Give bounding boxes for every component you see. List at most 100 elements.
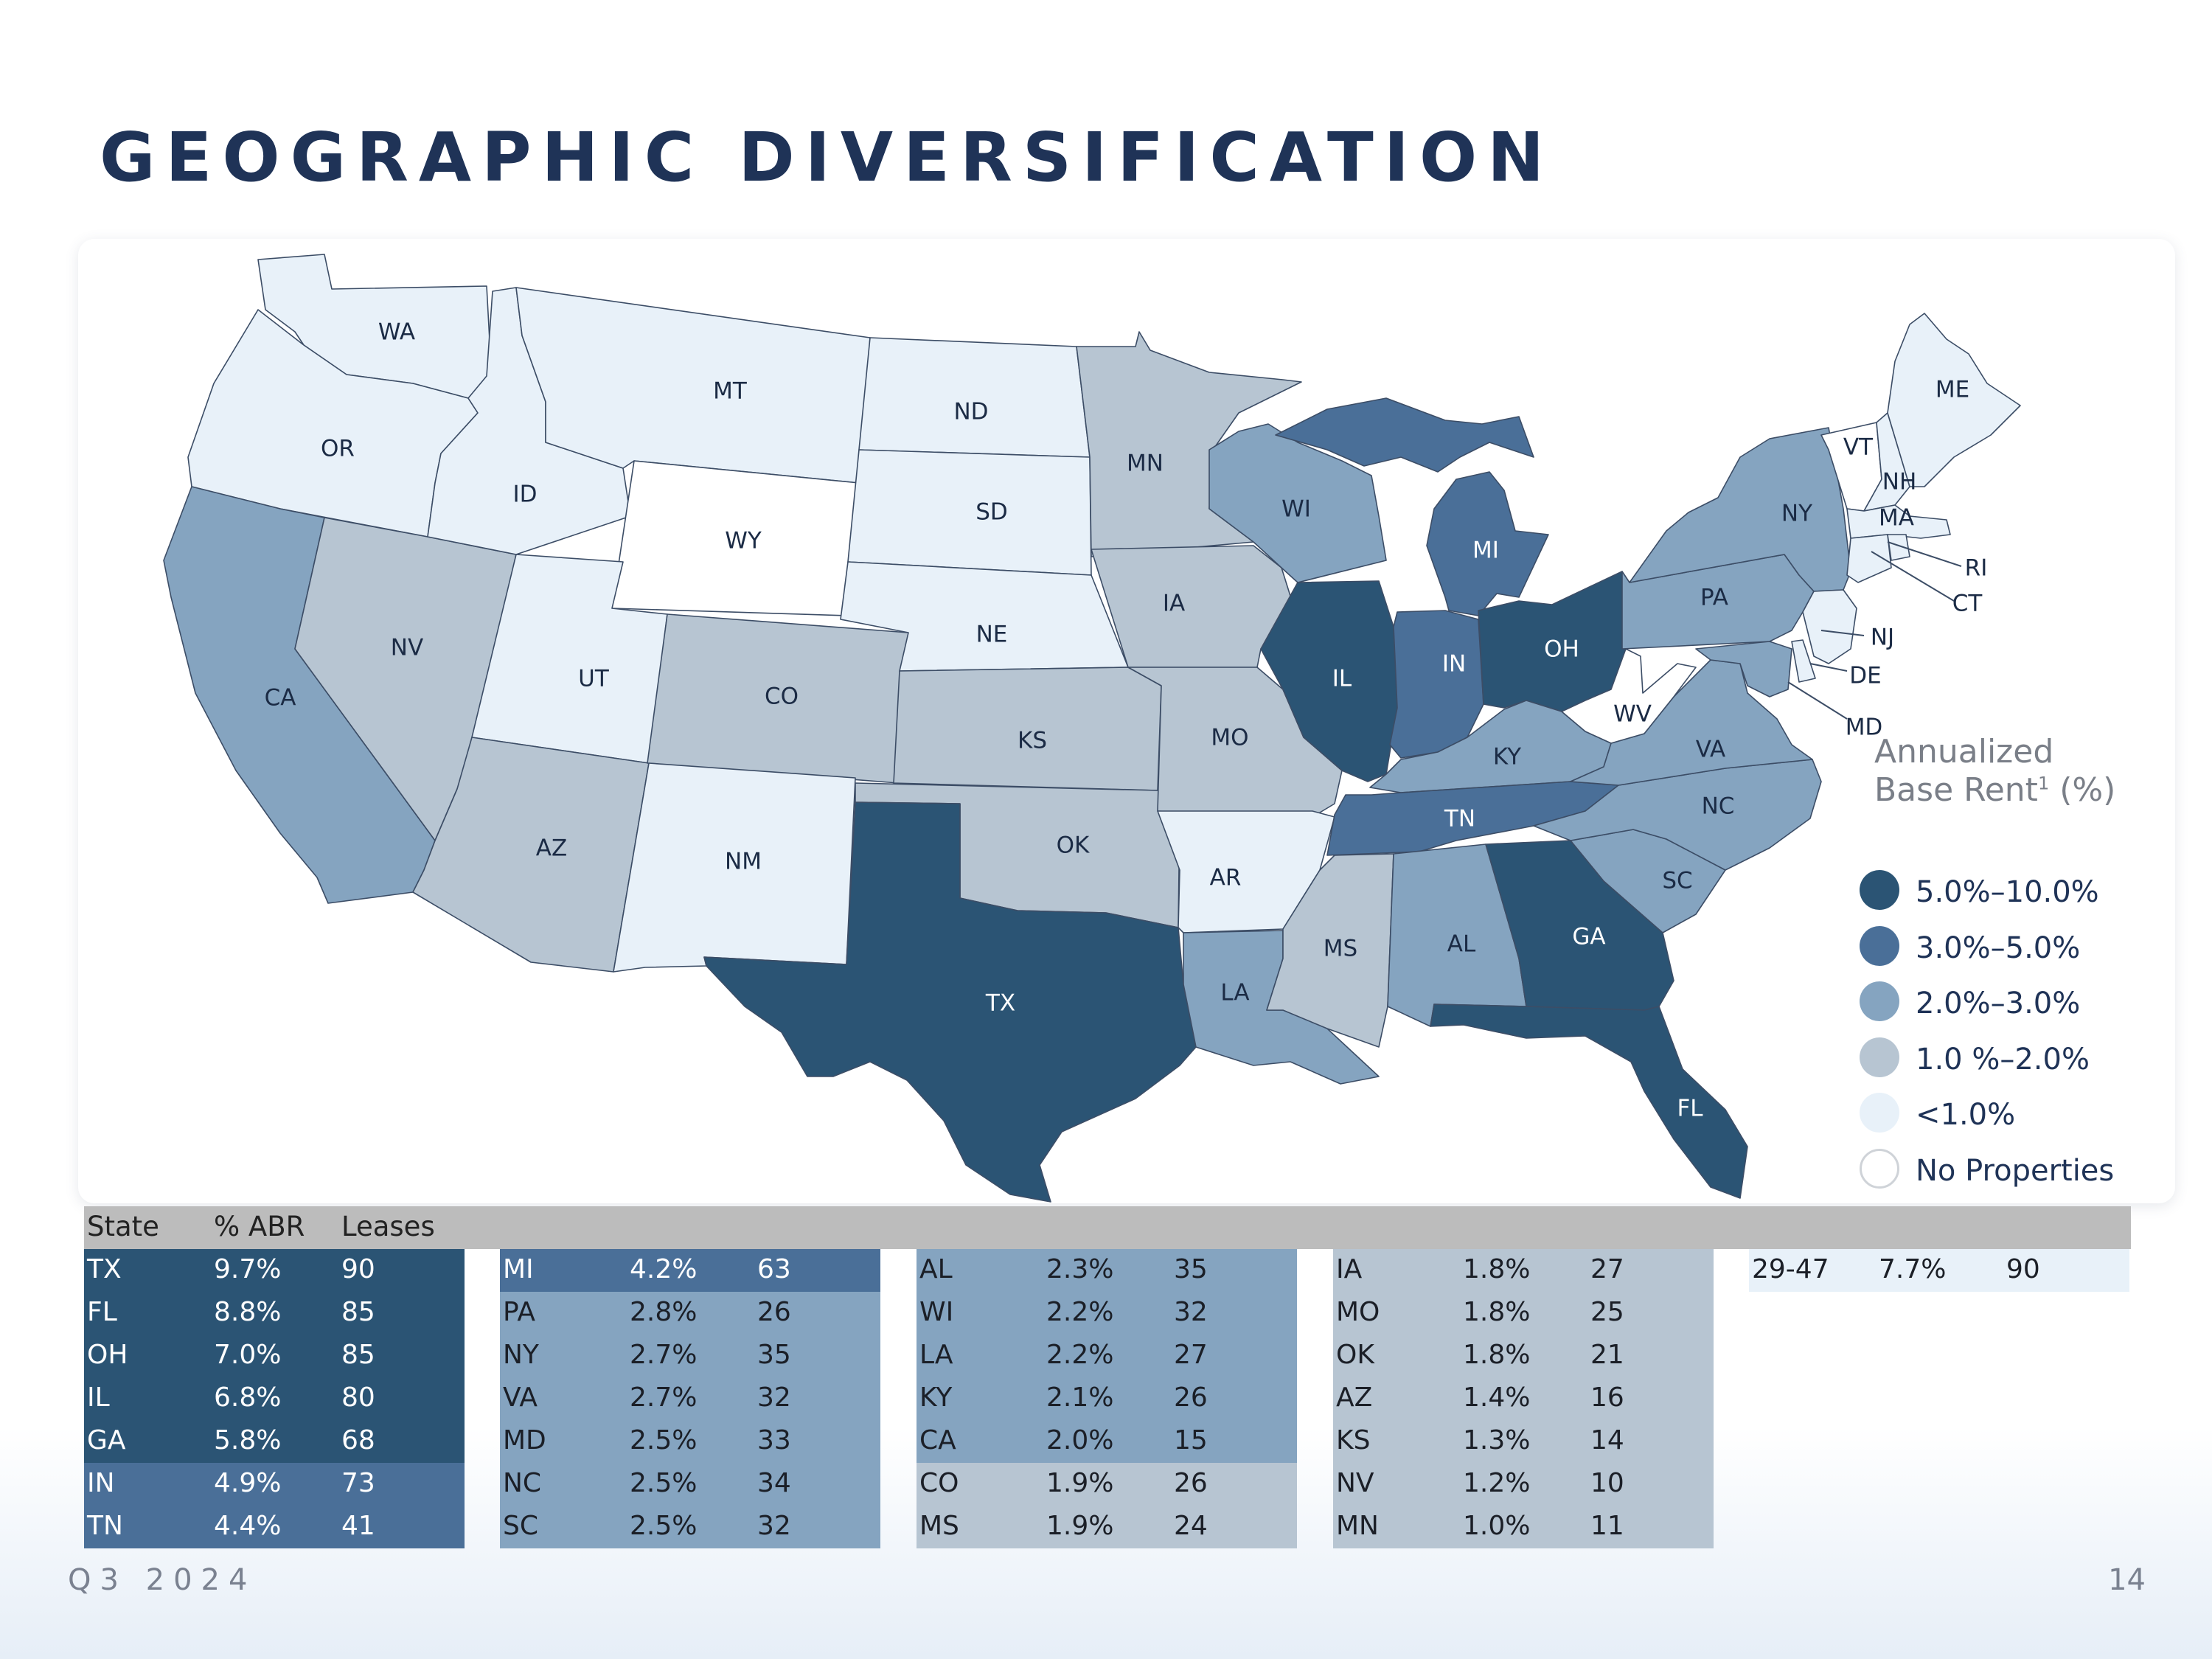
state-mo[interactable]	[1127, 667, 1343, 818]
cell-leases: 32	[757, 1382, 791, 1413]
cell-leases: 85	[341, 1340, 375, 1370]
table-row: MI 4.2% 63	[500, 1249, 880, 1292]
table-column-block: MI 4.2% 63 PA 2.8% 26 NY 2.7% 35 VA 2.7% 32 MD 2.5% 33…	[500, 1249, 880, 1548]
cell-abr: 2.5%	[630, 1425, 698, 1455]
cell-leases: 35	[1174, 1254, 1208, 1284]
cell-leases: 14	[1590, 1425, 1624, 1455]
cell-abr: 1.8%	[1463, 1254, 1531, 1284]
cell-abr: 2.3%	[1046, 1254, 1114, 1284]
cell-leases: 21	[1590, 1340, 1624, 1370]
state-ks[interactable]	[893, 667, 1162, 791]
legend-item: 2.0%–3.0%	[1860, 980, 2184, 1024]
cell-abr: 9.7%	[214, 1254, 282, 1284]
legend-title-line1: Annualized	[1874, 733, 2054, 771]
cell-abr: 1.9%	[1046, 1468, 1114, 1498]
cell-state: 29-47	[1752, 1254, 1829, 1284]
cell-abr: 2.5%	[630, 1511, 698, 1541]
table-row: MO 1.8% 25	[1333, 1292, 1714, 1335]
cell-leases: 33	[757, 1425, 791, 1455]
cell-state: MS	[919, 1511, 959, 1541]
state-il[interactable]	[1260, 580, 1398, 782]
header-abr: % ABR	[214, 1211, 305, 1242]
table-column-block: 29-47 7.7% 90	[1749, 1249, 2129, 1292]
cell-state: KY	[919, 1382, 953, 1413]
legend-title-footnote: 1	[2037, 773, 2050, 794]
cell-abr: 4.4%	[214, 1511, 282, 1541]
cell-leases: 10	[1590, 1468, 1624, 1498]
table-column-block: TX 9.7% 90 FL 8.8% 85 OH 7.0% 85 IL 6.8% 80 GA 5.8% 68…	[84, 1249, 465, 1548]
cell-state: AL	[919, 1254, 953, 1284]
state-nm[interactable]	[613, 762, 856, 973]
state-nd[interactable]	[858, 337, 1091, 458]
legend-item: No Properties	[1860, 1147, 2184, 1192]
state-wy[interactable]	[611, 460, 860, 616]
state-sd[interactable]	[847, 449, 1092, 576]
table-row: SC 2.5% 32	[500, 1506, 880, 1548]
legend-swatch	[1860, 1037, 1899, 1077]
state-me[interactable]	[1887, 313, 2021, 487]
footer-period: Q3 2024	[68, 1563, 257, 1597]
table-row: IL 6.8% 80	[84, 1377, 465, 1420]
legend-item: 1.0 %–2.0%	[1860, 1036, 2184, 1080]
table-row: TN 4.4% 41	[84, 1506, 465, 1548]
cell-leases: 73	[341, 1468, 375, 1498]
cell-leases: 26	[1174, 1468, 1208, 1498]
cell-state: NC	[503, 1468, 542, 1498]
cell-leases: 27	[1174, 1340, 1208, 1370]
state-wv[interactable]	[1561, 648, 1697, 744]
state-co[interactable]	[647, 613, 909, 784]
table-row: AL 2.3% 35	[917, 1249, 1297, 1292]
state-de[interactable]	[1791, 639, 1816, 683]
cell-abr: 1.2%	[1463, 1468, 1531, 1498]
cell-state: TX	[87, 1254, 122, 1284]
state-ri[interactable]	[1887, 534, 1910, 561]
legend-title-line2: Base Rent	[1874, 771, 2038, 809]
cell-state: PA	[503, 1297, 536, 1327]
table-row: OK 1.8% 21	[1333, 1335, 1714, 1377]
cell-abr: 2.0%	[1046, 1425, 1114, 1455]
cell-state: CA	[919, 1425, 956, 1455]
cell-abr: 1.9%	[1046, 1511, 1114, 1541]
table-row: KY 2.1% 26	[917, 1377, 1297, 1420]
state-wi[interactable]	[1208, 423, 1387, 583]
table-row: GA 5.8% 68	[84, 1420, 465, 1463]
legend-item: 3.0%–5.0%	[1860, 925, 2184, 969]
legend-swatch	[1860, 1148, 1899, 1189]
cell-state: MO	[1336, 1297, 1380, 1327]
cell-leases: 90	[341, 1254, 375, 1284]
legend-swatch	[1860, 981, 1899, 1021]
page-number: 14	[2108, 1563, 2146, 1597]
cell-abr: 4.2%	[630, 1254, 698, 1284]
cell-abr: 1.4%	[1463, 1382, 1531, 1413]
cell-state: MI	[503, 1254, 534, 1284]
cell-leases: 26	[757, 1297, 791, 1327]
state-tx[interactable]	[703, 801, 1197, 1203]
table-row: IA 1.8% 27	[1333, 1249, 1714, 1292]
table-row: FL 8.8% 85	[84, 1292, 465, 1335]
table-row: IN 4.9% 73	[84, 1463, 465, 1506]
cell-abr: 6.8%	[214, 1382, 282, 1413]
cell-abr: 7.7%	[1879, 1254, 1947, 1284]
legend-title: Annualized Base Rent1 (%)	[1874, 733, 2115, 810]
table-column-block: IA 1.8% 27 MO 1.8% 25 OK 1.8% 21 AZ 1.4% 16 KS 1.3% 14…	[1333, 1249, 1714, 1548]
cell-state: IL	[87, 1382, 110, 1413]
cell-leases: 85	[341, 1297, 375, 1327]
state-fl[interactable]	[1430, 1004, 1748, 1199]
table-row: MD 2.5% 33	[500, 1420, 880, 1463]
cell-state: GA	[87, 1425, 126, 1455]
cell-state: VA	[503, 1382, 538, 1413]
cell-state: NV	[1336, 1468, 1374, 1498]
cell-abr: 2.2%	[1046, 1340, 1114, 1370]
cell-state: IN	[87, 1468, 115, 1498]
state-ms[interactable]	[1266, 853, 1394, 1048]
cell-state: FL	[87, 1297, 117, 1327]
legend-title-suffix: (%)	[2049, 771, 2116, 809]
state-nj[interactable]	[1802, 589, 1857, 664]
legend-item: <1.0%	[1860, 1091, 2184, 1135]
cell-state: MD	[503, 1425, 546, 1455]
state-md[interactable]	[1695, 641, 1792, 698]
cell-leases: 35	[757, 1340, 791, 1370]
cell-leases: 15	[1174, 1425, 1208, 1455]
cell-leases: 32	[757, 1511, 791, 1541]
cell-leases: 80	[341, 1382, 375, 1413]
